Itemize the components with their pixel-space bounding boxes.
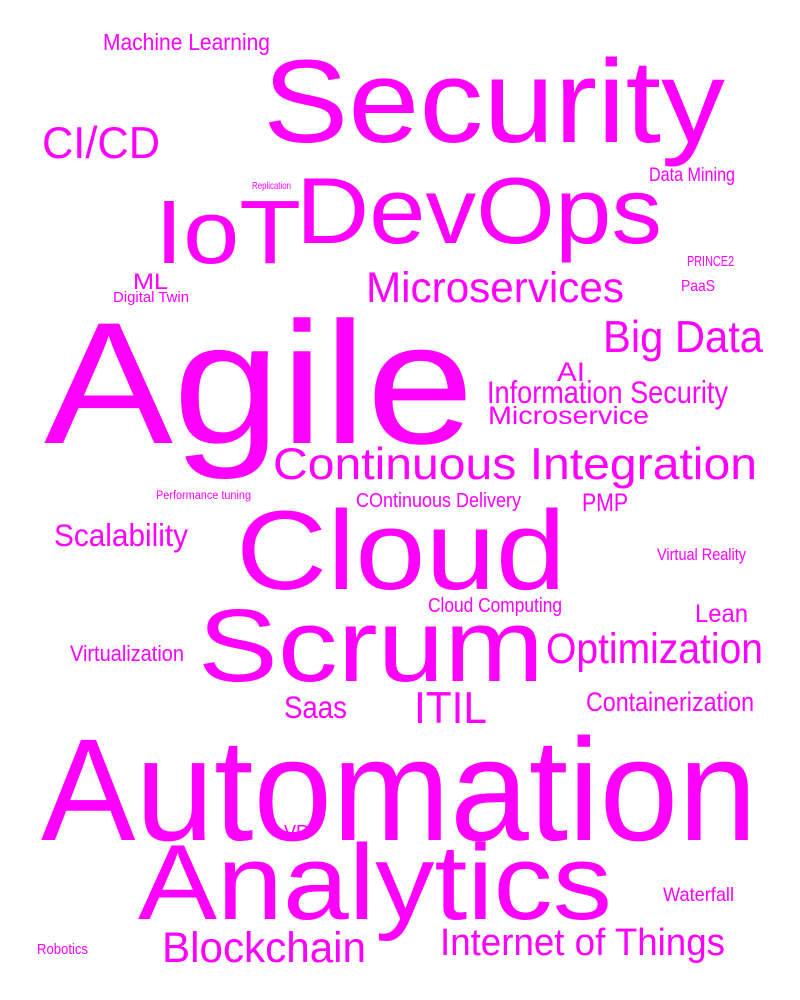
word-robotics: Robotics: [37, 941, 88, 958]
word-automation: Automation: [41, 708, 757, 872]
word-digital-twin: Digital Twin: [113, 289, 189, 306]
word-replication: Replication: [252, 180, 291, 192]
word-performance-tuning: Performance tuning: [156, 487, 251, 502]
word-cloud-computing: Cloud Computing: [428, 594, 562, 617]
word-blockchain: Blockchain: [162, 924, 366, 973]
word-internet-of-things: Internet of Things: [440, 922, 725, 965]
word-microservices: Microservices: [366, 264, 624, 313]
word-scalability: Scalability: [54, 518, 188, 554]
word-microservice: Microservice: [488, 402, 649, 430]
word-ml: ML: [133, 268, 168, 294]
word-cloud-term: Cloud: [236, 487, 566, 613]
word-containerization: Containerization: [586, 687, 754, 718]
word-security: Security: [263, 35, 725, 167]
word-virtual-reality: Virtual Reality: [657, 544, 746, 564]
word-devops: DevOps: [296, 158, 662, 264]
word-analytics: Analytics: [138, 822, 612, 942]
word-pmp: PMP: [582, 489, 628, 517]
word-machine-learning: Machine Learning: [103, 28, 270, 55]
word-waterfall: Waterfall: [663, 884, 734, 906]
word-paas: PaaS: [681, 277, 715, 295]
word-virtualization: Virtualization: [70, 640, 184, 666]
word-saas: Saas: [284, 690, 347, 726]
word-itil: ITIL: [414, 683, 487, 734]
word-vr: VR: [284, 821, 309, 844]
word-ci-cd: CI/CD: [42, 118, 160, 169]
word-data-mining: Data Mining: [649, 164, 735, 186]
word-prince2: PRINCE2: [687, 253, 734, 270]
word-agile: Agile: [44, 285, 474, 480]
word-big-data: Big Data: [603, 312, 763, 363]
word-lean: Lean: [695, 600, 748, 628]
word-continuous-integration: Continuous Integration: [273, 439, 757, 490]
word-information-security: Information Security: [487, 375, 728, 411]
word-iot: IoT: [155, 182, 301, 283]
word-scrum: Scrum: [198, 587, 544, 703]
word-ai: AI: [557, 357, 585, 388]
word-optimization: Optimization: [546, 625, 763, 674]
word-continuous-delivery: COntinuous Delivery: [356, 489, 521, 512]
